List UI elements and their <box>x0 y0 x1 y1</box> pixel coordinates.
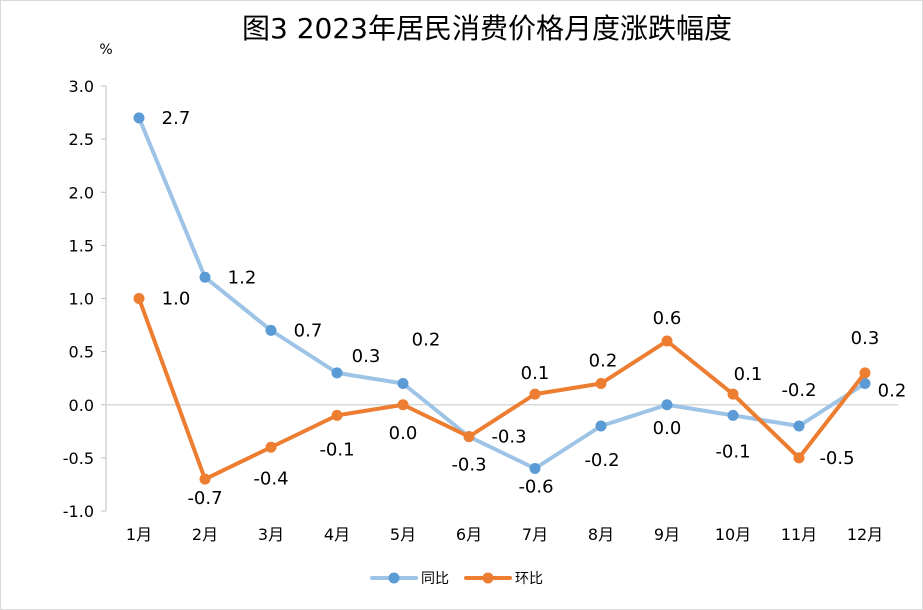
data-label: -0.3 <box>451 455 486 476</box>
data-label: 0.6 <box>653 308 682 329</box>
axes: 3.0 2.5 2.0 1.5 1.0 0.5 0.0 -0.5 -1.0 1月 2月 3月 4月 5月 6… <box>63 77 898 544</box>
series-2-point <box>595 378 607 389</box>
x-tick-label: 3月 <box>258 525 284 544</box>
data-label: 0.2 <box>412 330 441 351</box>
legend-marker-2 <box>482 572 494 584</box>
series-2-point <box>199 473 211 485</box>
series-1-point <box>793 420 805 432</box>
data-label: 0.2 <box>589 351 618 372</box>
x-tick-label: 7月 <box>522 525 548 544</box>
x-tick-label: 12月 <box>847 525 883 544</box>
data-label: 2.7 <box>162 108 191 129</box>
series-2-point <box>463 431 475 443</box>
y-tick-label: 1.5 <box>69 236 94 255</box>
data-label: -0.2 <box>781 380 816 401</box>
series-group <box>133 112 871 485</box>
series-2-point <box>793 452 805 464</box>
series-line-2 <box>137 296 867 482</box>
series-1-point <box>133 112 145 124</box>
y-axis-unit: % <box>99 42 112 58</box>
x-tick-label: 10月 <box>715 525 751 544</box>
data-label: -0.2 <box>584 450 619 471</box>
y-tick-label: 3.0 <box>69 77 94 96</box>
series-line-1 <box>137 115 867 471</box>
data-label: -0.1 <box>319 439 354 460</box>
data-labels: 2.7 1.2 0.7 0.3 0.2 -0.3 -0.6 -0.2 0.0 -0.1 -0.2 0.… <box>162 108 907 509</box>
data-label: -0.3 <box>491 427 526 448</box>
y-tick-label: -0.5 <box>63 449 94 468</box>
series-1-point <box>529 463 541 474</box>
data-label: 0.0 <box>389 423 418 444</box>
series-2-point <box>661 335 673 347</box>
chart-title: 图3 2023年居民消费价格月度涨跌幅度 <box>242 12 732 45</box>
series-2-point <box>265 441 277 453</box>
legend-marker-1 <box>388 572 400 584</box>
data-label: 0.2 <box>878 381 907 402</box>
data-label: 0.1 <box>521 363 550 384</box>
data-label: 0.0 <box>653 418 682 439</box>
series-2-point <box>727 388 739 400</box>
x-tick-label: 4月 <box>324 525 350 544</box>
legend-label: 环比 <box>515 571 543 587</box>
data-label: -0.5 <box>819 448 854 469</box>
series-2-point <box>529 388 541 400</box>
series-1-point <box>331 367 343 379</box>
x-tick-label: 6月 <box>456 525 482 544</box>
data-label: 1.2 <box>228 267 257 288</box>
x-tick-label: 8月 <box>588 525 614 544</box>
x-tick-label: 2月 <box>192 525 218 544</box>
y-tick-label: 1.0 <box>69 290 94 309</box>
y-tick-label: 0.5 <box>69 343 94 362</box>
series-1-point <box>397 378 409 389</box>
x-tick-label: 1月 <box>126 525 152 544</box>
data-label: 0.3 <box>851 328 880 349</box>
data-label: 1.0 <box>162 289 191 310</box>
data-label: 0.1 <box>734 364 763 385</box>
x-tick-label: 11月 <box>781 525 817 544</box>
data-label: 0.7 <box>294 320 323 341</box>
y-tick-label: -1.0 <box>63 502 94 521</box>
y-tick-label: 2.5 <box>69 130 94 149</box>
series-2-point <box>859 367 871 379</box>
data-label: -0.6 <box>518 477 553 498</box>
x-tick-label: 9月 <box>654 525 680 544</box>
series-1-point <box>727 409 739 421</box>
series-2-point <box>331 409 343 421</box>
data-label: -0.7 <box>187 488 222 509</box>
series-1-point <box>595 420 607 432</box>
series-2-point <box>397 399 409 411</box>
data-label: -0.1 <box>715 441 750 462</box>
y-tick-label: 0.0 <box>69 396 94 415</box>
series-1-point <box>661 399 673 411</box>
series-1-point <box>859 378 871 389</box>
legend-label: 同比 <box>421 571 449 587</box>
y-tick-label: 2.0 <box>69 183 94 202</box>
series-1-point <box>265 324 277 336</box>
x-tick-label: 5月 <box>390 525 416 544</box>
series-2-point <box>133 293 145 304</box>
series-1-point <box>199 271 211 283</box>
data-label: -0.4 <box>253 468 288 489</box>
data-label: 0.3 <box>352 346 381 367</box>
legend: 同比 环比 <box>370 571 543 587</box>
